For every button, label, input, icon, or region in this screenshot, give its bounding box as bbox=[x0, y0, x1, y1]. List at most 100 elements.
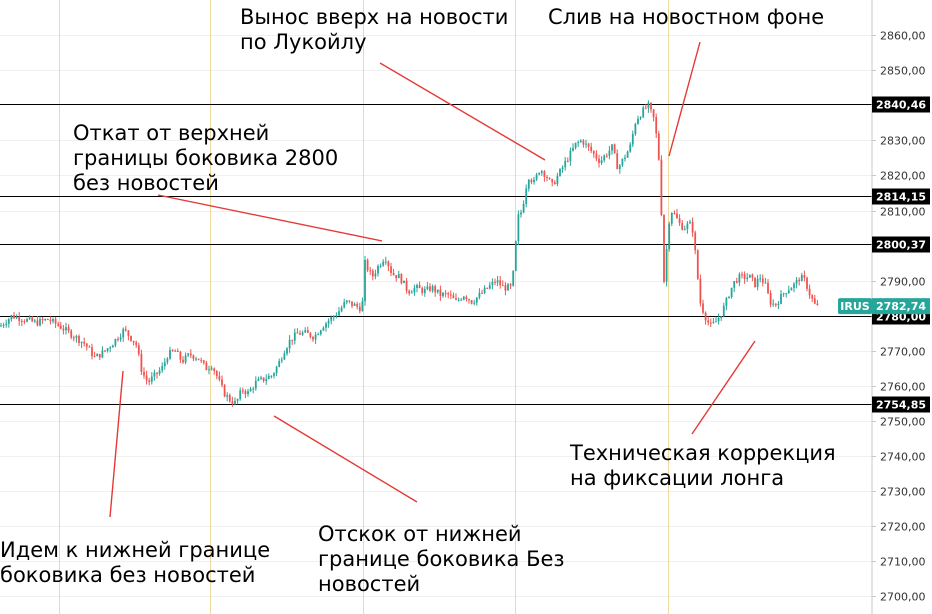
candle-body bbox=[327, 320, 330, 324]
annotation-line: Отскок от нижней bbox=[318, 522, 522, 546]
candle-body bbox=[137, 345, 140, 355]
annotation-pullback: Откат от верхней границы боковика 2800 б… bbox=[73, 121, 345, 195]
candle-body bbox=[780, 294, 782, 304]
candle-body bbox=[709, 322, 712, 324]
candle-body bbox=[46, 319, 49, 320]
candle-body bbox=[306, 330, 309, 333]
candle-body bbox=[806, 277, 808, 289]
annotation-line: новостей bbox=[318, 572, 420, 596]
candle-body bbox=[405, 280, 408, 291]
candle-body bbox=[317, 334, 320, 336]
y-tick-label: 2710,00 bbox=[880, 556, 926, 569]
annotation-line: Идем к нижней границе bbox=[0, 538, 270, 562]
candle-body bbox=[156, 372, 158, 374]
candle-body bbox=[473, 302, 476, 304]
candle-body bbox=[595, 153, 598, 159]
candle-body bbox=[96, 354, 99, 357]
candle-body bbox=[397, 274, 400, 279]
candle-body bbox=[496, 280, 499, 283]
candle-body bbox=[304, 330, 307, 333]
candle-body bbox=[197, 358, 200, 360]
candle-body bbox=[704, 312, 707, 321]
candle-body bbox=[587, 143, 590, 147]
annotation-pointer bbox=[668, 41, 701, 157]
candle-body bbox=[579, 140, 582, 142]
candle-body bbox=[314, 334, 317, 340]
annotation-dump: Слив на новостном фоне bbox=[548, 5, 824, 29]
candle-body bbox=[286, 348, 288, 354]
candle-body bbox=[530, 179, 533, 183]
candle-body bbox=[468, 299, 470, 301]
candle-body bbox=[421, 288, 424, 293]
candle-body bbox=[369, 270, 372, 272]
candle-body bbox=[169, 349, 171, 359]
candle-body bbox=[735, 281, 738, 283]
symbol-label: IRUS bbox=[840, 300, 869, 313]
candle-body bbox=[715, 321, 717, 323]
candle-body bbox=[132, 340, 135, 343]
candle-body bbox=[728, 297, 730, 298]
candle-body bbox=[585, 143, 587, 145]
candle-body bbox=[247, 391, 249, 395]
candle-body bbox=[652, 109, 655, 118]
candle-body bbox=[371, 270, 374, 277]
candle-body bbox=[270, 375, 273, 377]
candle-body bbox=[569, 150, 572, 162]
candle-body bbox=[486, 287, 489, 289]
candle-body bbox=[23, 321, 26, 323]
candle-body bbox=[20, 321, 23, 322]
last-price-tag: IRUS 2782,74 bbox=[838, 298, 930, 315]
candle-body bbox=[730, 287, 733, 298]
candle-body bbox=[374, 273, 377, 277]
candle-body bbox=[26, 319, 28, 322]
annotation-correction: Техническая коррекция на фиксации лонга bbox=[569, 441, 842, 490]
candle-body bbox=[205, 362, 208, 371]
candle-body bbox=[83, 341, 86, 344]
candle-body bbox=[213, 368, 216, 372]
candle-body bbox=[0, 325, 2, 327]
candle-body bbox=[553, 182, 556, 185]
candle-body bbox=[109, 347, 112, 349]
candle-body bbox=[577, 142, 580, 143]
candle-body bbox=[691, 221, 694, 233]
candle-body bbox=[491, 281, 494, 286]
candle-body bbox=[551, 179, 554, 183]
candle-body bbox=[231, 401, 234, 404]
annotation-pointer bbox=[379, 62, 546, 161]
candle-body bbox=[293, 332, 296, 341]
candle-body bbox=[221, 379, 223, 386]
candle-body bbox=[174, 350, 177, 352]
candle-body bbox=[364, 259, 366, 302]
candle-body bbox=[436, 289, 439, 293]
candle-body bbox=[455, 298, 457, 300]
candle-body bbox=[598, 158, 600, 163]
y-tick-label: 2700,00 bbox=[880, 591, 926, 604]
candle-body bbox=[119, 337, 122, 340]
candle-body bbox=[33, 320, 36, 322]
candle-body bbox=[49, 319, 52, 322]
candle-body bbox=[668, 223, 671, 249]
candle-body bbox=[444, 292, 447, 294]
candle-body bbox=[5, 323, 8, 325]
annotation-line: Слив на новостном фоне bbox=[548, 5, 824, 29]
candle-body bbox=[754, 277, 756, 287]
candle-body bbox=[787, 290, 790, 294]
candle-body bbox=[356, 303, 359, 307]
candle-body bbox=[189, 353, 192, 356]
candle-body bbox=[592, 151, 595, 154]
candle-body bbox=[751, 274, 754, 278]
candle-body bbox=[738, 274, 741, 283]
candle-body bbox=[299, 333, 301, 335]
annotation-line: по Лукойлу bbox=[240, 30, 367, 54]
candle-body bbox=[78, 336, 80, 343]
candle-body bbox=[403, 280, 405, 283]
candle-body bbox=[265, 379, 268, 381]
candle-body bbox=[239, 390, 242, 400]
candle-body bbox=[145, 375, 148, 381]
candle-body bbox=[717, 318, 720, 322]
candle-body bbox=[803, 275, 806, 278]
candle-body bbox=[351, 301, 353, 306]
candle-body bbox=[39, 318, 41, 326]
candle-body bbox=[2, 324, 5, 326]
